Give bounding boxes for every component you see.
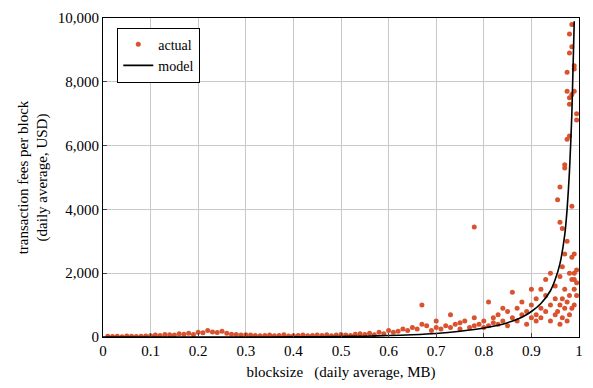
svg-text:8,000: 8,000 [65, 74, 99, 90]
svg-text:actual: actual [158, 38, 192, 53]
svg-text:0.1: 0.1 [141, 343, 160, 359]
svg-text:6,000: 6,000 [65, 138, 99, 154]
svg-text:0.8: 0.8 [474, 343, 493, 359]
svg-text:0.2: 0.2 [189, 343, 208, 359]
svg-text:10,000: 10,000 [58, 10, 99, 26]
svg-text:transaction fees per block(dai: transaction fees per block(daily average… [15, 100, 52, 254]
svg-text:0.4: 0.4 [284, 343, 303, 359]
svg-text:model: model [158, 59, 193, 74]
svg-text:1: 1 [575, 343, 583, 359]
svg-text:blocksize (daily average, MB: blocksize (daily average, MB) [246, 364, 435, 381]
svg-text:0.3: 0.3 [236, 343, 255, 359]
svg-text:0.6: 0.6 [379, 343, 398, 359]
svg-text:0.9: 0.9 [522, 343, 541, 359]
svg-text:2,000: 2,000 [65, 265, 99, 281]
svg-text:0.5: 0.5 [332, 343, 351, 359]
svg-text:0: 0 [92, 329, 100, 345]
svg-text:4,000: 4,000 [65, 202, 99, 218]
svg-text:0.7: 0.7 [427, 343, 446, 359]
svg-text:0: 0 [99, 343, 107, 359]
